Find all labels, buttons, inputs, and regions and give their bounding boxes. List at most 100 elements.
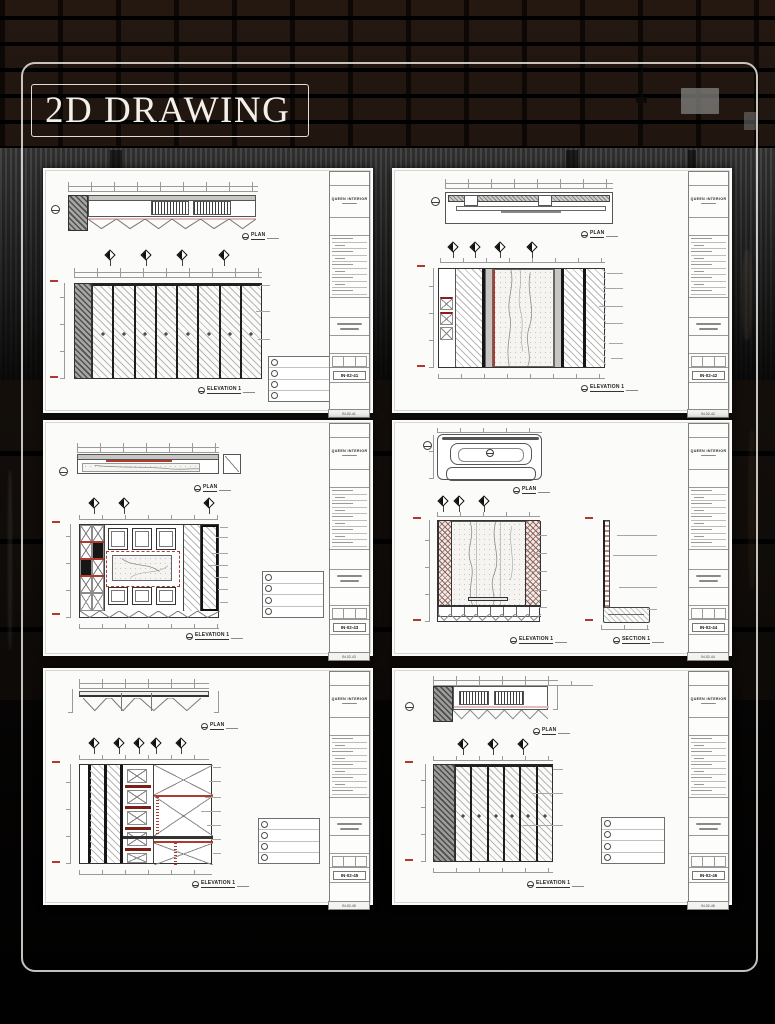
titleblock-drawing-title-cell — [689, 336, 728, 354]
dimension-line — [77, 448, 219, 453]
titleblock-scale-grid — [689, 854, 728, 868]
company-name: QUEEN INTERIOR — [690, 197, 727, 202]
dimension-line — [440, 258, 605, 263]
accent-red-band — [106, 460, 172, 462]
notes-legend — [268, 356, 330, 402]
dimension-line — [433, 676, 558, 681]
titleblock-number-cell: IN-02-44 — [689, 620, 728, 635]
sheet-number: IN-02-46 — [692, 871, 725, 880]
sheet-number: IN-02-43 — [333, 623, 366, 632]
detail-bubble — [51, 205, 60, 214]
cabinet-plan-body — [88, 195, 256, 217]
marble-panel — [492, 269, 554, 367]
note-item — [602, 851, 664, 864]
titleblock-drawing-title-cell — [689, 588, 728, 606]
level-mark — [585, 517, 593, 519]
hatched-panel — [564, 269, 583, 367]
sheet-number: IN-02-45 — [333, 871, 366, 880]
titleblock-revision-table — [330, 236, 369, 298]
dimension-line-vertical — [60, 283, 65, 379]
note-item — [269, 378, 329, 390]
note-item — [263, 582, 323, 595]
note-item — [269, 389, 329, 401]
drawing-sheet-4[interactable]: PLAN — [392, 420, 732, 661]
titleblock-client-cell — [330, 672, 369, 686]
company-name: QUEEN INTERIOR — [690, 449, 727, 454]
hatched-panel — [107, 765, 120, 863]
elevation-view — [79, 524, 219, 618]
sheet-4-drawing-area: PLAN — [395, 423, 685, 653]
louver-group — [459, 691, 489, 705]
mullion — [104, 765, 107, 863]
dimension-line — [77, 443, 219, 448]
elevation-view — [79, 764, 213, 865]
note-item — [269, 357, 329, 367]
drawing-sheet-3[interactable]: PLAN — [43, 420, 373, 661]
drawing-sheet-2[interactable]: PLAN — [392, 168, 732, 418]
wall-block-hatched — [433, 764, 455, 862]
titleblock-project-cell — [689, 570, 728, 588]
company-name: QUEEN INTERIOR — [331, 449, 368, 454]
level-mark — [413, 517, 421, 519]
title-block-frame: QUEEN INTERIOR IN-02-46 IN-02-46 — [687, 671, 729, 910]
section-label: SECTION 1 — [613, 637, 665, 644]
company-name: QUEEN INTERIOR — [331, 697, 368, 702]
grid-marker — [88, 737, 100, 754]
note-item — [263, 594, 323, 606]
titleblock-disclaimer-cell — [689, 550, 728, 570]
dimension-line — [79, 624, 219, 629]
titleblock-company-cell: QUEEN INTERIOR — [330, 438, 369, 470]
plan-view — [433, 686, 558, 722]
seat-curve-inner — [458, 448, 524, 462]
sheet-number-tab: IN-02-46 — [687, 901, 729, 910]
elevation-label: ELEVATION 1 — [186, 633, 244, 640]
sheet-number: IN-02-42 — [692, 371, 725, 380]
titleblock-disclaimer-cell — [689, 298, 728, 318]
detail-bubble — [405, 702, 414, 711]
elevation-view — [438, 268, 606, 368]
titleblock-address-cell — [689, 470, 728, 488]
titleblock-number-cell: IN-02-42 — [689, 368, 728, 383]
drawing-sheet-6[interactable]: PLAN ELEVATION 1 — [392, 668, 732, 910]
titleblock-number-cell: IN-02-43 — [330, 620, 369, 635]
titleblock-scale-grid — [689, 354, 728, 368]
title-block: QUEEN INTERIOR IN-02-42 IN-02-42 — [687, 171, 729, 418]
quilted-column — [438, 521, 452, 605]
wall-block-hatched — [68, 195, 88, 231]
title-block: QUEEN INTERIOR IN-02-45 IN-02-45 — [328, 671, 370, 910]
title-block-frame: QUEEN INTERIOR IN-02-41 IN-02-41 — [328, 171, 370, 418]
plan-view — [445, 192, 613, 224]
elevation-label: ELEVATION 1 — [581, 385, 639, 392]
dimension-line-vertical — [429, 435, 434, 479]
panel-line — [456, 206, 606, 211]
grid-marker — [526, 241, 538, 258]
grid-marker — [453, 495, 465, 512]
elevation-view — [74, 283, 262, 379]
dimension-line — [433, 756, 553, 761]
x-panel-column — [80, 525, 105, 611]
section-bench — [603, 607, 650, 623]
titleblock-company-cell: QUEEN INTERIOR — [689, 186, 728, 218]
detail-bubble — [431, 197, 440, 206]
note-item — [269, 367, 329, 378]
dimension-line — [79, 684, 209, 689]
drawing-sheet-1[interactable]: PLAN — [43, 168, 373, 418]
dimension-line — [601, 625, 649, 630]
drawing-sheet-5[interactable]: PLAN — [43, 668, 373, 910]
titleblock-number-cell: IN-02-45 — [330, 868, 369, 883]
titleblock-revision-table — [689, 236, 728, 298]
titleblock-disclaimer-cell — [689, 798, 728, 818]
cabinet-plan-body — [453, 686, 549, 710]
sheet-number-tab: IN-02-44 — [687, 652, 729, 661]
bench-outline — [446, 467, 536, 481]
mullion — [561, 269, 564, 367]
titleblock-company-cell: QUEEN INTERIOR — [689, 686, 728, 718]
elevation-view — [437, 520, 541, 622]
titleblock-revision-table — [330, 488, 369, 550]
grid-marker — [437, 495, 449, 512]
banquette-plan — [437, 434, 542, 481]
titleblock-drawing-title-cell — [330, 836, 369, 854]
base-zigzag — [438, 614, 541, 622]
level-mark — [417, 365, 425, 367]
note-item — [602, 828, 664, 841]
